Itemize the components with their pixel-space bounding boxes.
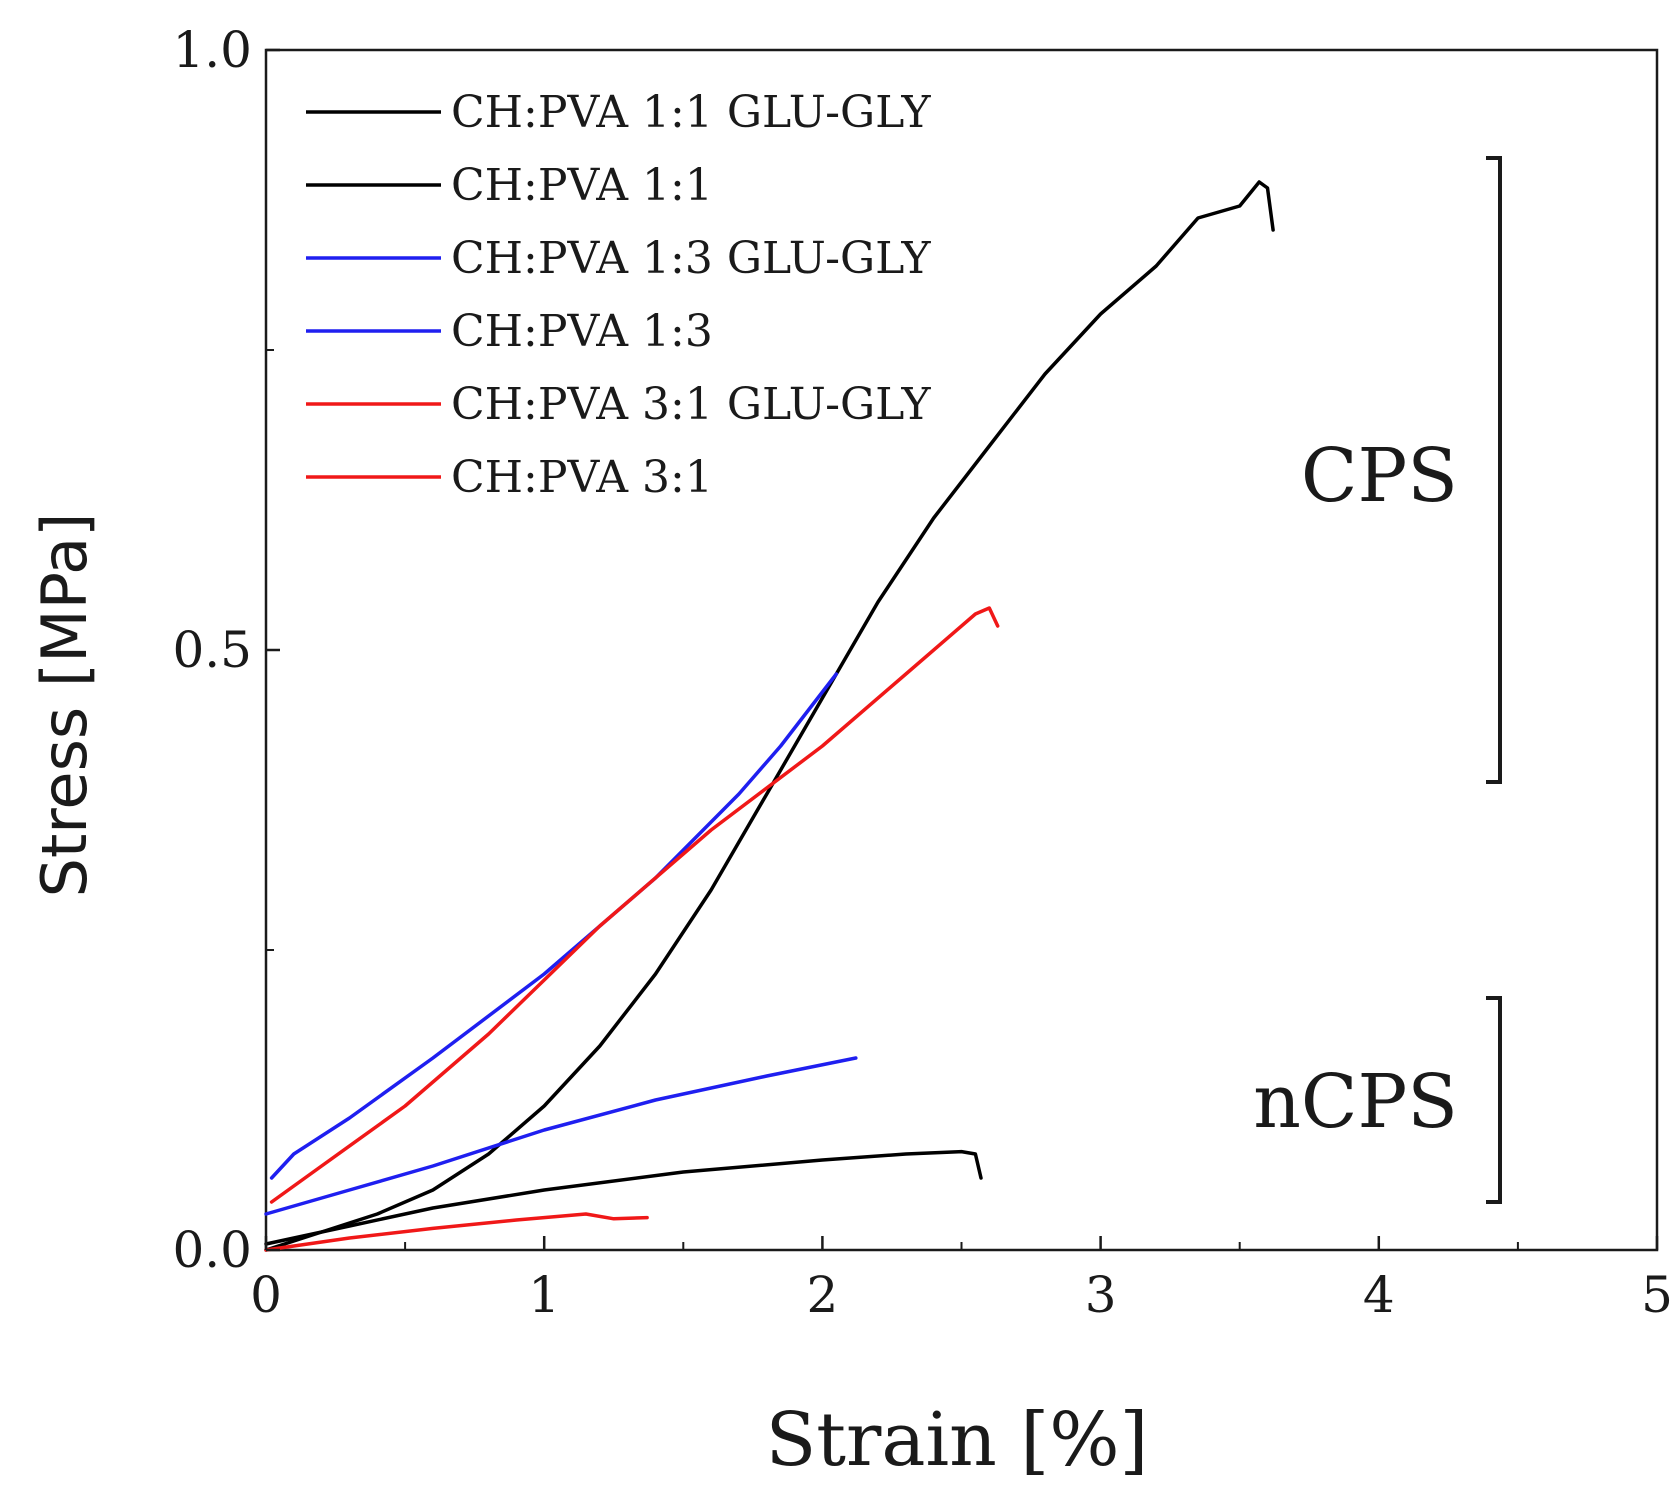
series-line-ch-pva-3-1-glu-gly <box>269 606 1000 1204</box>
legend: CH:PVA 1:1 GLU-GLY CH:PVA 1:1 CH:PVA 1:3 G… <box>306 87 932 503</box>
legend-label: CH:PVA 3:1 <box>451 452 713 503</box>
legend-label: CH:PVA 1:3 <box>451 306 713 357</box>
annotations: CPS nCPS <box>1253 156 1502 1204</box>
x-tick-label: 1 <box>528 1266 560 1324</box>
x-tick-label: 0 <box>250 1266 282 1324</box>
x-tick-label: 4 <box>1363 1266 1395 1324</box>
y-tick-label: 1.0 <box>172 21 252 79</box>
bracket-ncps <box>1486 996 1502 1204</box>
annotation-ncps: nCPS <box>1253 1059 1458 1145</box>
x-tick-label: 2 <box>806 1266 838 1324</box>
series-line-ch-pva-1-3 <box>264 1056 858 1216</box>
ticks-layer: 0 1 2 3 4 5 0.0 0.5 1.0 <box>172 21 1672 1324</box>
series-line-ch-pva-1-1 <box>264 1149 983 1246</box>
legend-label: CH:PVA 1:3 GLU-GLY <box>451 233 932 284</box>
series-line-ch-pva-1-1-glu-gly <box>264 180 1275 1252</box>
y-tick-label: 0.0 <box>172 1221 252 1279</box>
x-tick-label: 3 <box>1085 1266 1117 1324</box>
legend-label: CH:PVA 1:1 <box>451 160 713 211</box>
x-axis-label: Strain [%] <box>766 1397 1149 1483</box>
x-tick-label: 5 <box>1641 1266 1673 1324</box>
legend-label: CH:PVA 3:1 GLU-GLY <box>451 379 932 430</box>
bracket-cps <box>1486 156 1502 784</box>
series-line-ch-pva-3-1 <box>264 1212 649 1252</box>
legend-label: CH:PVA 1:1 GLU-GLY <box>451 87 932 138</box>
series-layer <box>264 180 1275 1252</box>
annotation-cps: CPS <box>1301 433 1458 519</box>
y-tick-label: 0.5 <box>172 621 252 679</box>
y-axis-label: Stress [MPa] <box>28 513 101 898</box>
